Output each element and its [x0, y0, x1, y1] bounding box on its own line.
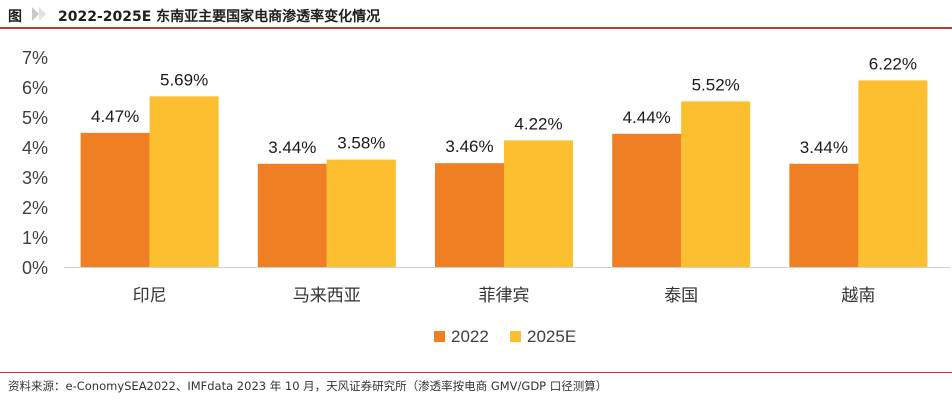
bar-2022 — [257, 163, 327, 267]
data-label: 4.22% — [514, 114, 562, 133]
data-label: 3.58% — [337, 134, 385, 153]
y-tick-label: 1% — [22, 228, 48, 248]
y-tick-label: 5% — [22, 108, 48, 128]
legend-label: 2025E — [527, 327, 576, 346]
bar-2022 — [789, 163, 859, 267]
figure-label: 图 — [8, 9, 22, 25]
header-rule — [0, 27, 952, 29]
y-tick-label: 0% — [22, 258, 48, 278]
data-label: 4.44% — [623, 108, 671, 127]
data-label: 4.47% — [91, 107, 139, 126]
y-tick-label: 4% — [22, 138, 48, 158]
footer-rule — [0, 372, 952, 373]
decorative-flag-icon — [32, 7, 46, 21]
legend-swatch — [510, 331, 521, 342]
bar-2025e — [326, 159, 396, 267]
bar-2025e — [504, 140, 573, 267]
bar-2025e — [149, 96, 219, 267]
figure-title: 2022-2025E 东南亚主要国家电商渗透率变化情况 — [58, 9, 381, 25]
bar-2025e — [858, 80, 928, 268]
y-tick-label: 3% — [22, 168, 48, 188]
y-tick-label: 2% — [22, 198, 48, 218]
x-tick-label: 越南 — [841, 286, 875, 306]
x-tick-label: 马来西亚 — [293, 286, 361, 306]
data-label: 3.44% — [268, 138, 316, 157]
x-tick-label: 印尼 — [133, 286, 167, 306]
bar-chart: 0% 1% 2% 3% 4% 5% 6% 7% 4.47% 5.69% 印尼 3.44% 3.58% 马来… — [22, 48, 950, 346]
data-label: 3.44% — [800, 138, 848, 157]
bar-2022 — [80, 132, 150, 267]
x-tick-label: 菲律宾 — [479, 286, 530, 306]
data-label: 5.69% — [160, 70, 208, 89]
source-note: 资料来源：e-ConomySEA2022、IMFdata 2023 年 10 月… — [8, 379, 608, 393]
legend-label: 2022 — [451, 327, 489, 346]
x-tick-label: 泰国 — [664, 286, 698, 306]
figure-header: 图 2022-2025E 东南亚主要国家电商渗透率变化情况 — [0, 0, 952, 30]
bar-2022 — [435, 163, 504, 267]
bar-2022 — [612, 133, 682, 267]
data-label: 6.22% — [869, 54, 917, 73]
bar-2025e — [681, 101, 751, 268]
legend-swatch — [434, 331, 445, 342]
y-tick-label: 7% — [22, 48, 48, 68]
data-label: 3.46% — [445, 137, 493, 156]
y-tick-label: 6% — [22, 78, 48, 98]
data-label: 5.52% — [692, 75, 740, 94]
